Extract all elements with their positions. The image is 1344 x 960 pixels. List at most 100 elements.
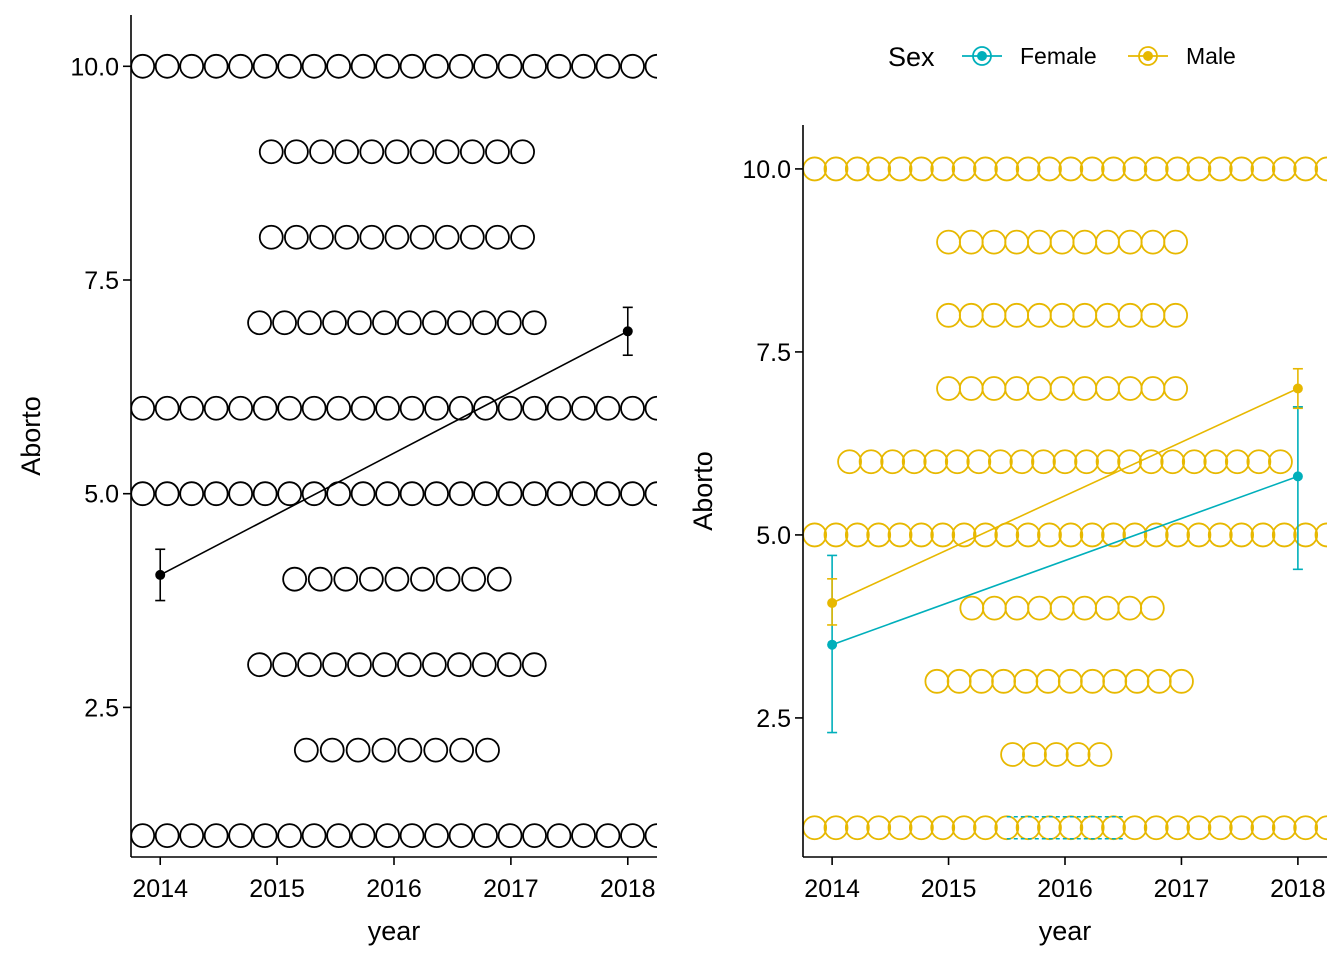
jitter-point xyxy=(421,652,447,678)
jitter-point xyxy=(277,395,303,421)
y-tick-label: 2.5 xyxy=(756,705,791,733)
jitter-point xyxy=(358,566,384,592)
jitter-point xyxy=(434,139,460,165)
jitter-point xyxy=(1117,302,1143,328)
jitter-point xyxy=(1058,815,1084,841)
jitter-point xyxy=(981,376,1007,401)
jitter-point xyxy=(858,449,884,475)
jitter-point xyxy=(283,139,309,165)
jitter-point xyxy=(1122,815,1148,841)
jitter-point xyxy=(546,53,572,79)
y-tick-label: 5.0 xyxy=(756,522,791,550)
jitter-point xyxy=(154,823,180,849)
jitter-point xyxy=(272,652,297,678)
jitter-point xyxy=(1207,522,1233,548)
jitter-point xyxy=(1271,815,1297,841)
jitter-point xyxy=(252,481,278,507)
jitter-point xyxy=(908,522,934,548)
jitter-point xyxy=(1035,668,1061,694)
jitter-point xyxy=(1026,229,1052,255)
y-tick-label: 2.5 xyxy=(84,694,119,722)
jitter-point xyxy=(277,823,303,849)
jitter-point xyxy=(644,53,657,79)
y-tick-label: 10.0 xyxy=(742,156,791,184)
jitter-point xyxy=(1079,522,1105,548)
jitter-point xyxy=(1072,376,1098,401)
jitter-point xyxy=(252,823,278,849)
x-tick-label: 2017 xyxy=(483,875,539,903)
jitter-point xyxy=(1165,522,1190,548)
jitter-point xyxy=(1079,815,1105,841)
jitter-point xyxy=(1169,668,1194,694)
jitter-point xyxy=(1095,376,1120,401)
jitter-point xyxy=(459,139,485,165)
mean-line xyxy=(831,387,1299,604)
jitter-point xyxy=(1143,522,1169,548)
jitter-point xyxy=(154,395,180,421)
jitter-point xyxy=(322,310,347,336)
jitter-point xyxy=(497,481,523,507)
jitter-point xyxy=(307,566,333,592)
x-tick-label: 2018 xyxy=(600,875,656,903)
jitter-point xyxy=(1009,449,1035,475)
jitter-point xyxy=(322,652,347,678)
jitter-point xyxy=(595,53,621,79)
jitter-point xyxy=(546,823,572,849)
jitter-point xyxy=(1293,522,1319,548)
jitter-point xyxy=(966,449,992,475)
jitter-point xyxy=(930,156,956,182)
jitter-point xyxy=(595,395,621,421)
jitter-point xyxy=(620,481,645,507)
jitter-point xyxy=(459,224,485,250)
mean-point xyxy=(827,597,838,608)
series-male xyxy=(827,367,1303,626)
x-axis-title: year xyxy=(368,916,421,946)
jitter-point xyxy=(1293,815,1319,841)
jitter-point xyxy=(375,53,400,79)
jitter-point xyxy=(301,481,327,507)
jitter-point xyxy=(844,156,870,182)
mean-point xyxy=(1292,383,1303,394)
legend: Sex Female Male xyxy=(888,42,1236,72)
jitter-point xyxy=(823,815,849,841)
jitter-point xyxy=(475,737,500,763)
jitter-point xyxy=(1052,449,1078,475)
mean-line xyxy=(831,475,1299,646)
jitter-point xyxy=(1314,522,1327,548)
jitter-point xyxy=(410,566,435,592)
jitter-point xyxy=(1139,595,1165,621)
jitter-point xyxy=(372,652,397,678)
jitter-point xyxy=(154,481,180,507)
jitter-point xyxy=(371,737,397,763)
jitter-point xyxy=(252,395,278,421)
jitter-point xyxy=(981,302,1007,328)
jitter-point xyxy=(644,823,657,849)
jitter-point xyxy=(421,310,447,336)
jitter-point xyxy=(1065,742,1091,767)
jitter-point xyxy=(522,823,547,849)
jitter-point xyxy=(936,302,961,328)
jitter-point xyxy=(994,156,1020,182)
jitter-point xyxy=(301,395,327,421)
jitter-points xyxy=(803,156,1327,841)
jitter-point xyxy=(384,139,410,165)
jitter-point xyxy=(837,449,862,475)
jitter-point xyxy=(959,595,985,621)
mean-point xyxy=(622,326,633,337)
jitter-point xyxy=(409,224,435,250)
jitter-point xyxy=(258,224,284,250)
jitter-point xyxy=(823,522,849,548)
jitter-point xyxy=(1271,522,1297,548)
jitter-point xyxy=(497,395,523,421)
jitter-point xyxy=(1203,449,1229,475)
jitter-point xyxy=(522,53,547,79)
mean-point xyxy=(155,569,166,580)
jitter-point xyxy=(471,652,497,678)
jitter-point xyxy=(644,395,657,421)
jitter-point xyxy=(866,522,892,548)
jitter-point xyxy=(936,229,961,255)
jitter-point xyxy=(1146,668,1172,694)
jitter-point xyxy=(908,156,934,182)
jitter-point xyxy=(887,156,913,182)
